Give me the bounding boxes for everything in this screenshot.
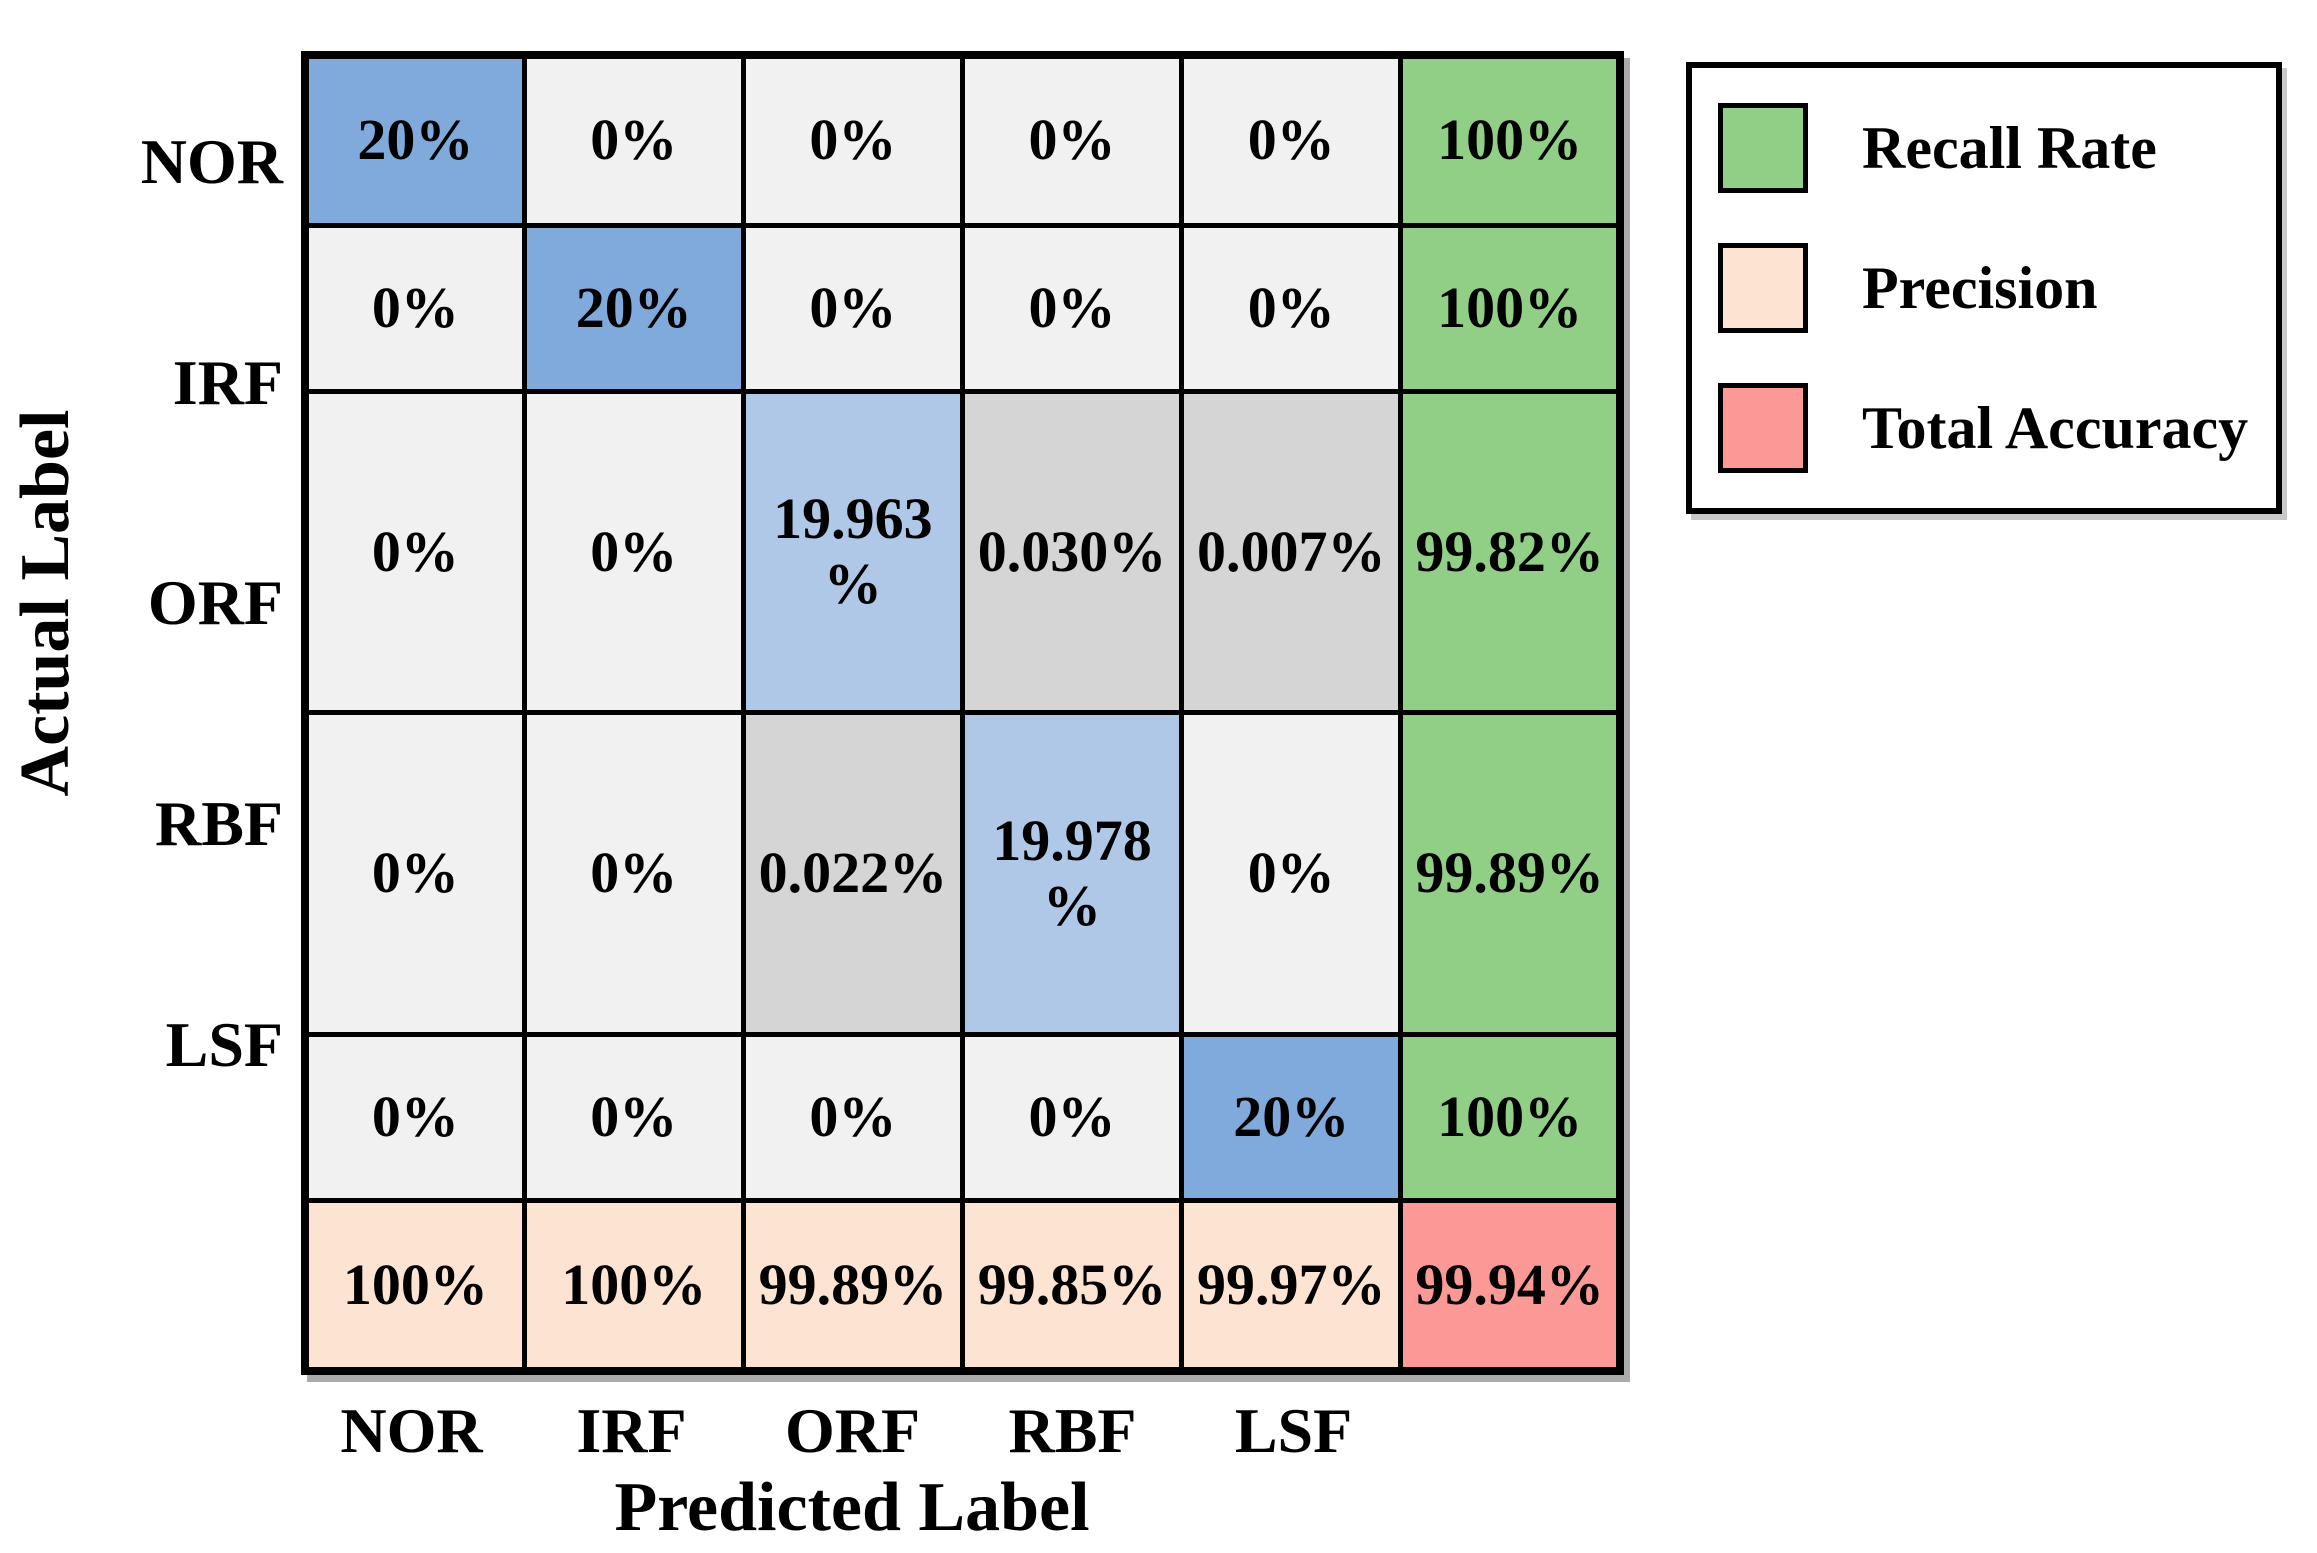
recall-rate-cell: 100%	[1398, 1031, 1623, 1204]
matrix-row-rbf: 0% 0% 0.022% 19.978 % 0% 99.89%	[302, 710, 1623, 1037]
recall-rate-cell: 99.82%	[1398, 389, 1623, 716]
legend-item-precision: Precision	[1718, 243, 2260, 333]
x-tick-orf: ORF	[784, 1395, 921, 1466]
matrix-cell: 0%	[1179, 710, 1404, 1037]
precision-cell: 99.97%	[1179, 1198, 1404, 1374]
matrix-cell: 0%	[959, 1031, 1185, 1204]
total-accuracy-cell: 99.94%	[1398, 1198, 1623, 1374]
matrix-cell: 20%	[1179, 1031, 1404, 1204]
precision-cell: 99.85%	[959, 1198, 1185, 1374]
matrix-row-nor: 20% 0% 0% 0% 0% 100%	[302, 52, 1623, 228]
x-axis-title: Predicted Label	[614, 1469, 1090, 1546]
confusion-matrix-grid: 20% 0% 0% 0% 0% 100% 0% 20% 0% 0% 0% 100…	[301, 51, 1624, 1375]
x-tick-rbf: RBF	[1008, 1395, 1137, 1466]
legend-item-recall-rate: Recall Rate	[1718, 103, 2260, 193]
legend-label: Recall Rate	[1862, 114, 2157, 181]
matrix-cell: 0%	[959, 52, 1185, 228]
legend-item-total-accuracy: Total Accuracy	[1718, 383, 2260, 473]
legend-label: Total Accuracy	[1862, 394, 2249, 461]
matrix-cell: 0%	[740, 222, 965, 395]
matrix-cell: 0%	[521, 710, 746, 1037]
precision-cell: 100%	[521, 1198, 746, 1374]
matrix-cell: 0.007%	[1179, 389, 1404, 716]
matrix-cell: 0%	[521, 389, 746, 716]
matrix-cell: 0.022%	[740, 710, 965, 1037]
x-tick-irf: IRF	[576, 1395, 687, 1466]
recall-rate-cell: 100%	[1398, 222, 1623, 395]
legend: Recall Rate Precision Total Accuracy	[1686, 62, 2282, 514]
y-tick-irf: IRF	[172, 346, 283, 418]
total-accuracy-swatch	[1718, 383, 1808, 473]
matrix-cell: 0%	[302, 1031, 527, 1204]
matrix-cell: 0%	[740, 1031, 965, 1204]
matrix-row-precision: 100% 100% 99.89% 99.85% 99.97% 99.94%	[302, 1198, 1623, 1374]
matrix-cell: 0%	[302, 710, 527, 1037]
precision-cell: 100%	[302, 1198, 527, 1374]
legend-label: Precision	[1862, 254, 2098, 321]
matrix-cell: 0%	[302, 389, 527, 716]
y-tick-lsf: LSF	[165, 1008, 283, 1080]
precision-cell: 99.89%	[740, 1198, 965, 1374]
y-tick-nor: NOR	[140, 125, 283, 197]
precision-swatch	[1718, 243, 1808, 333]
recall-rate-swatch	[1718, 103, 1808, 193]
y-tick-orf: ORF	[147, 566, 283, 638]
matrix-cell: 0%	[740, 52, 965, 228]
matrix-cell: 19.963 %	[740, 389, 965, 716]
matrix-cell: 0%	[521, 1031, 746, 1204]
matrix-cell: 0%	[521, 52, 746, 228]
y-tick-rbf: RBF	[155, 787, 283, 859]
recall-rate-cell: 99.89%	[1398, 710, 1623, 1037]
recall-rate-cell: 100%	[1398, 52, 1623, 228]
x-tick-lsf: LSF	[1234, 1395, 1353, 1466]
x-tick-nor: NOR	[340, 1395, 483, 1466]
matrix-cell: 0%	[1179, 52, 1404, 228]
matrix-row-orf: 0% 0% 19.963 % 0.030% 0.007% 99.82%	[302, 389, 1623, 716]
matrix-row-irf: 0% 20% 0% 0% 0% 100%	[302, 222, 1623, 395]
matrix-row-lsf: 0% 0% 0% 0% 20% 100%	[302, 1031, 1623, 1204]
matrix-cell: 0%	[1179, 222, 1404, 395]
matrix-cell: 0%	[302, 222, 527, 395]
matrix-cell: 20%	[302, 52, 527, 228]
matrix-cell: 0.030%	[959, 389, 1185, 716]
matrix-cell: 20%	[521, 222, 746, 395]
matrix-cell: 0%	[959, 222, 1185, 395]
matrix-cell: 19.978 %	[959, 710, 1185, 1037]
